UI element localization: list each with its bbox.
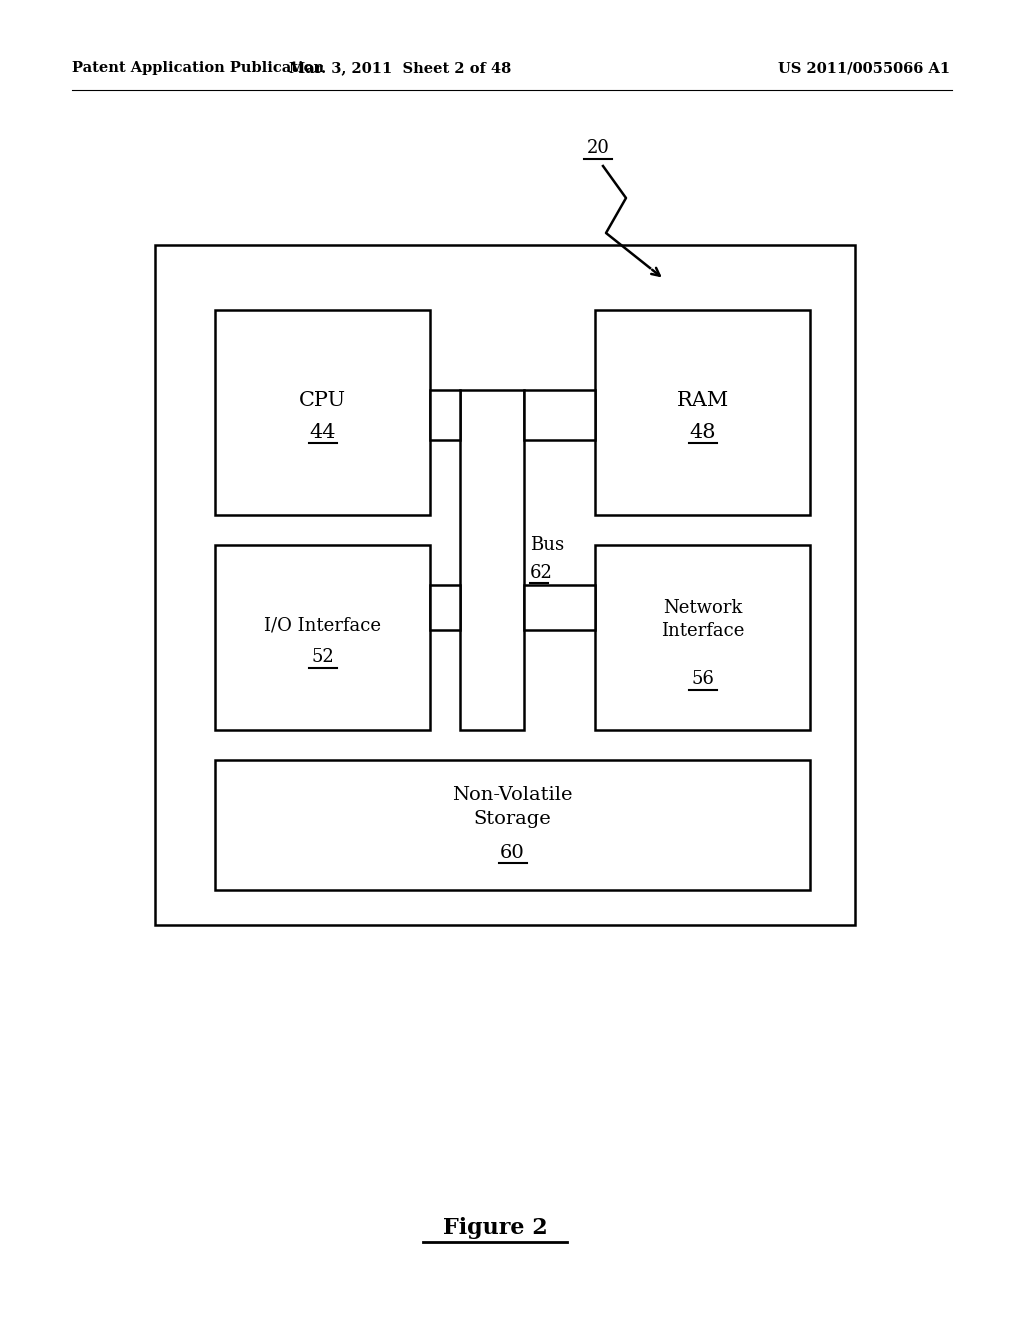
Text: 48: 48 [689, 422, 716, 442]
Bar [215, 310, 430, 515]
Text: Figure 2: Figure 2 [442, 1217, 548, 1239]
Text: 20: 20 [587, 139, 609, 157]
Text: 56: 56 [691, 671, 714, 689]
Bar [430, 389, 460, 440]
Bar [155, 246, 855, 925]
Bar [524, 585, 595, 630]
Text: 62: 62 [530, 564, 553, 582]
Text: 60: 60 [500, 843, 525, 862]
Bar [215, 545, 430, 730]
Text: Non-Volatile
Storage: Non-Volatile Storage [453, 787, 572, 828]
Bar [595, 545, 810, 730]
Text: I/O Interface: I/O Interface [264, 616, 381, 635]
Bar [460, 389, 524, 730]
Text: Bus: Bus [530, 536, 564, 554]
Bar [595, 310, 810, 515]
Text: Patent Application Publication: Patent Application Publication [72, 61, 324, 75]
Text: Network
Interface: Network Interface [660, 599, 744, 640]
Bar [524, 389, 595, 440]
Bar [430, 585, 460, 630]
Text: 52: 52 [311, 648, 334, 667]
Bar [215, 760, 810, 890]
Text: US 2011/0055066 A1: US 2011/0055066 A1 [778, 61, 950, 75]
Text: CPU: CPU [299, 391, 346, 411]
Text: Mar. 3, 2011  Sheet 2 of 48: Mar. 3, 2011 Sheet 2 of 48 [289, 61, 511, 75]
Text: 44: 44 [309, 422, 336, 442]
Text: RAM: RAM [677, 391, 728, 411]
